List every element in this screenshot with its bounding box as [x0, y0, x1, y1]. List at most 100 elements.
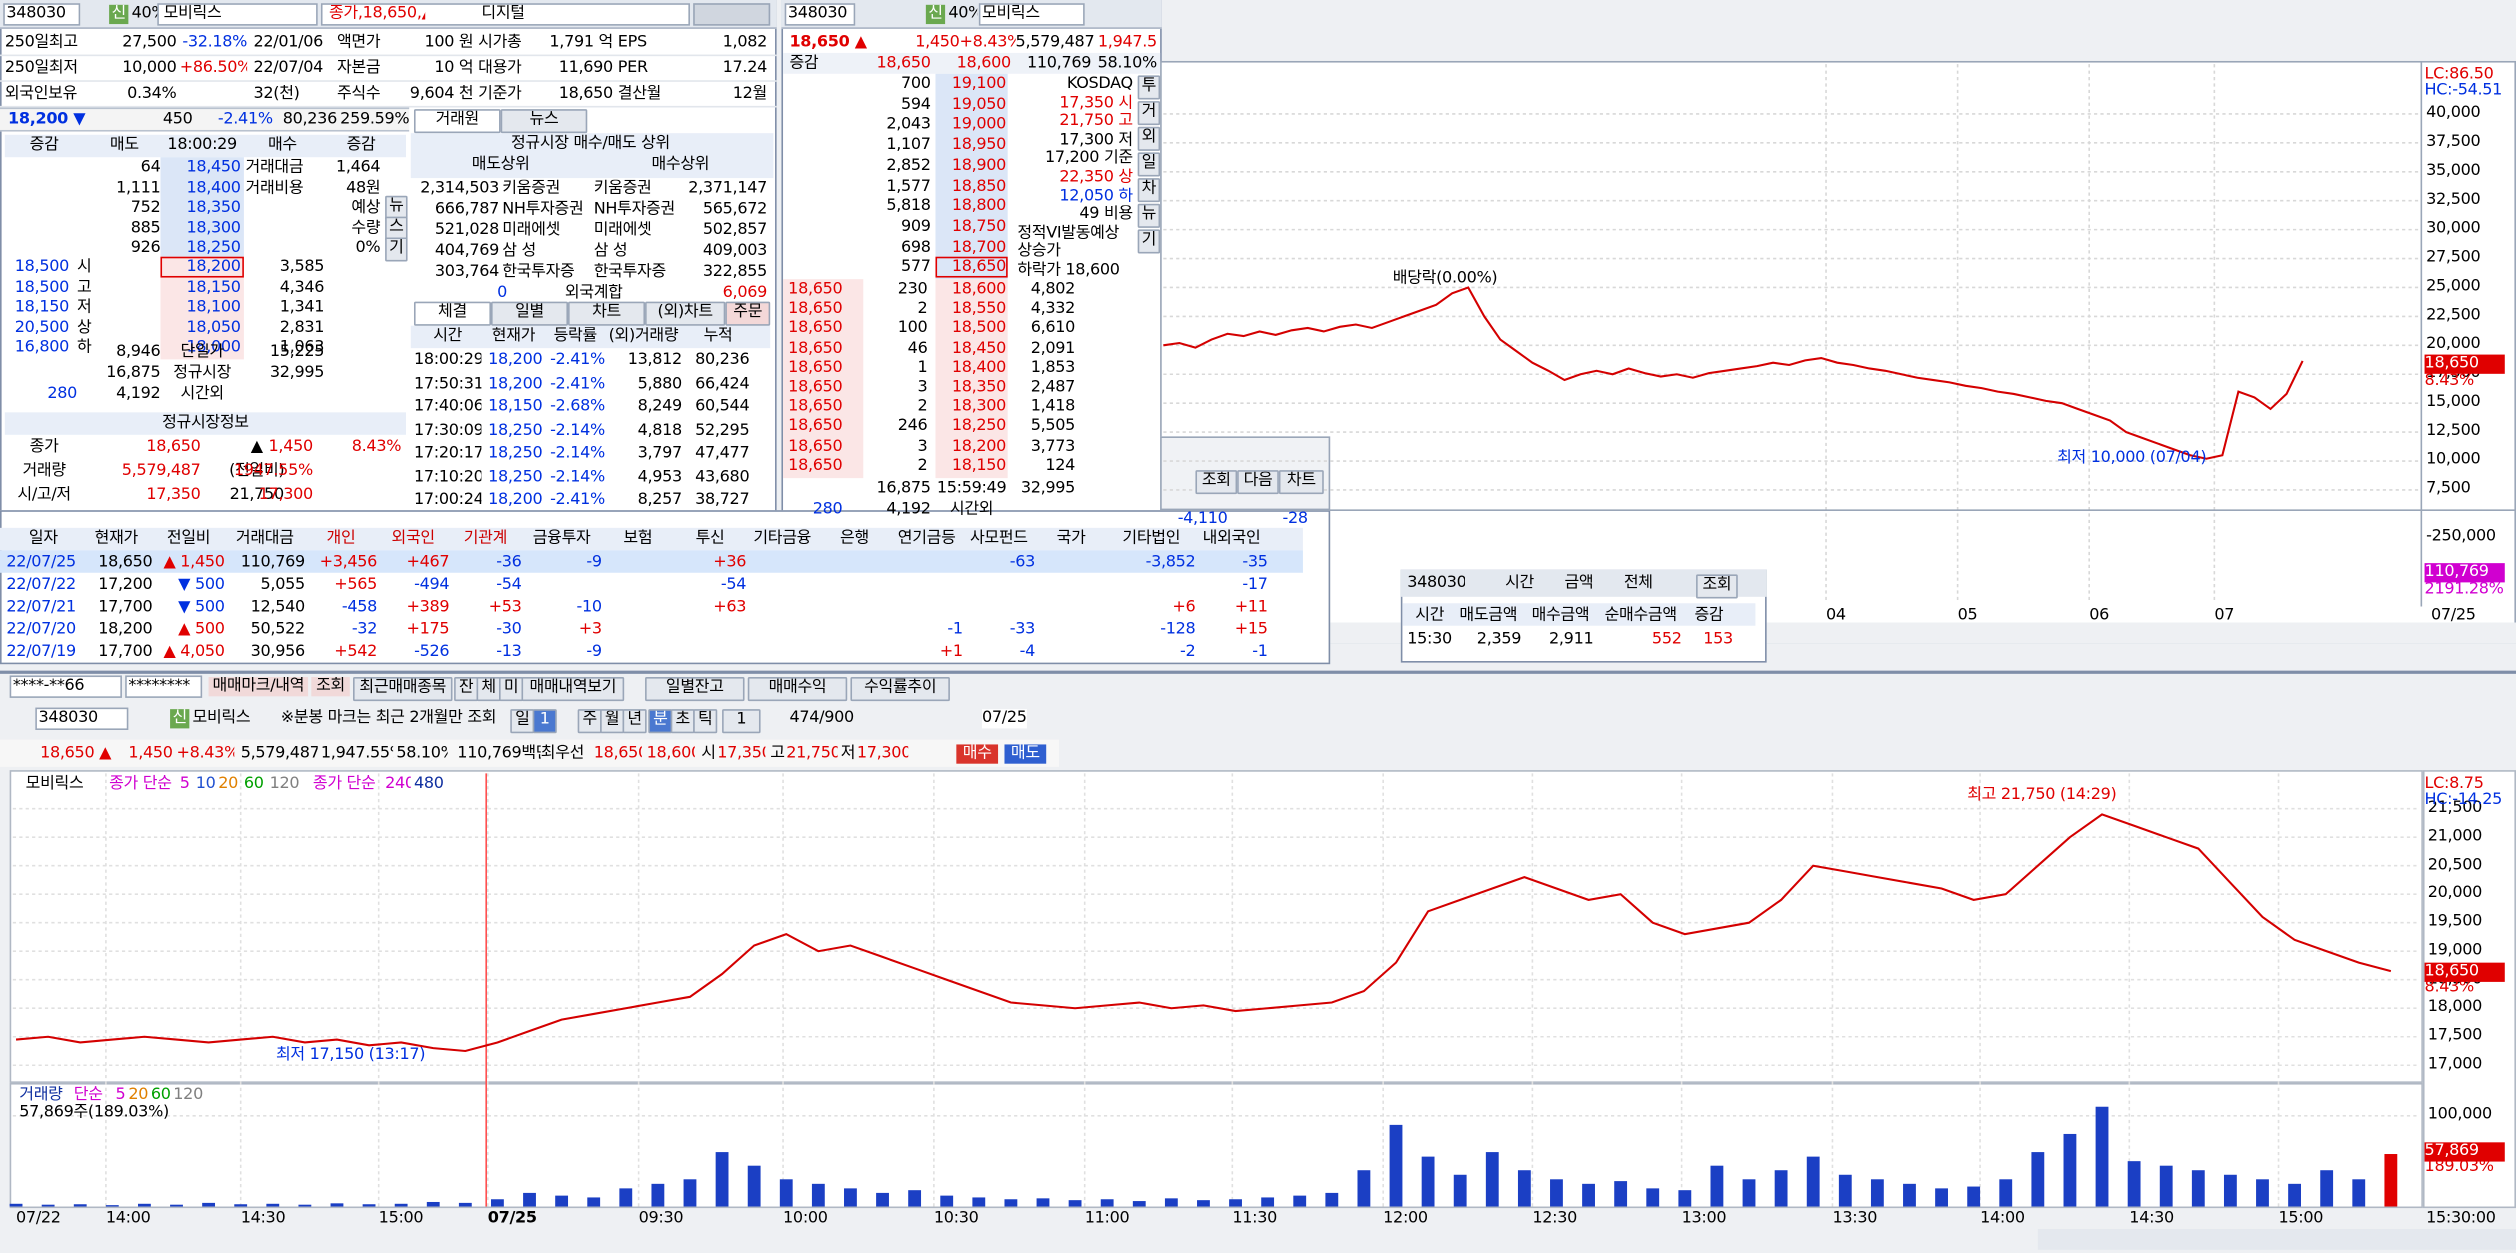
select[interactable]: 금액: [1564, 574, 1594, 593]
investor-header: 기타법인: [1122, 529, 1181, 548]
period[interactable]: 년: [622, 709, 647, 734]
side-tab[interactable]: 외: [1137, 126, 1161, 151]
side-tab[interactable]: 거: [1137, 101, 1161, 126]
button[interactable]: 일별잔고: [645, 677, 745, 702]
code-input: [3, 3, 81, 26]
legend-item: 종가 단순: [109, 774, 172, 793]
button[interactable]: 매매수익: [747, 677, 848, 702]
broker: 404,769: [434, 242, 500, 260]
row: 552: [1651, 630, 1682, 649]
investor-header: 현재가: [94, 529, 139, 548]
side-tab[interactable]: 기: [1137, 229, 1161, 254]
x-tick-label: 06: [2089, 606, 2109, 625]
period[interactable]: 1: [532, 709, 557, 734]
tab[interactable]: 체결: [413, 301, 492, 326]
daily-chart: [1160, 60, 2516, 644]
bid: 2: [917, 456, 928, 475]
info-window: [0, 0, 777, 525]
tab[interactable]: (외)차트: [645, 301, 726, 326]
select[interactable]: 전체: [1623, 574, 1653, 593]
investor-header: 외국인: [391, 529, 436, 548]
button[interactable]: 매매마크/내역: [208, 677, 309, 697]
select[interactable]: 시간: [1505, 574, 1534, 593]
ask-info: 예상: [351, 198, 381, 217]
button[interactable]: 매매내역보기: [521, 677, 625, 702]
period[interactable]: 초: [670, 709, 695, 734]
side-tab[interactable]: 뉴: [385, 195, 408, 220]
price-bar-cell: 450: [162, 110, 193, 129]
bid: 246: [897, 417, 928, 436]
tick-row: -2.14%: [550, 444, 605, 463]
broker-header: 매도상위: [471, 155, 530, 174]
tab[interactable]: 뉴스: [500, 109, 588, 134]
side-tab[interactable]: 투: [1137, 75, 1161, 100]
tick-row: 17:00:24: [413, 490, 482, 509]
investor-row: +15: [1234, 620, 1268, 639]
ask: 18,850: [951, 177, 1007, 195]
bid: 18,650: [788, 359, 843, 377]
sell-button[interactable]: 매도: [1004, 744, 1047, 764]
summary-cell: PER: [617, 59, 648, 78]
period[interactable]: 월: [600, 709, 625, 734]
x-tick-label: 11:30: [1232, 1209, 1277, 1228]
side-tab[interactable]: 차: [1137, 178, 1161, 203]
investor-row: +53: [488, 598, 522, 617]
bid: 3,585: [279, 258, 325, 276]
quote-header: 매수: [267, 136, 297, 155]
tab[interactable]: 주문: [725, 301, 771, 326]
quote: 18,650 ▲: [40, 744, 112, 763]
investor-row: 110,769: [240, 553, 305, 572]
ask: 18,750: [951, 218, 1007, 236]
ask: 909: [900, 218, 931, 236]
legend-item: 종가 단순: [312, 774, 376, 793]
period[interactable]: 분: [648, 709, 673, 734]
total: 280: [812, 500, 843, 519]
ask: 700: [900, 75, 931, 94]
tick-row: -2.41%: [550, 374, 605, 393]
x-tick-label: 13:00: [1681, 1209, 1727, 1228]
buy-button[interactable]: 매수: [956, 744, 999, 764]
button[interactable]: 조회: [311, 677, 350, 697]
legend-item: 480: [413, 774, 444, 793]
current-price-box: [160, 256, 244, 278]
password-input: [125, 675, 203, 698]
volume-pct: 189.03%: [2424, 1158, 2494, 1177]
button[interactable]: 조회: [1696, 574, 1738, 599]
side-tab[interactable]: 일: [1137, 152, 1161, 177]
side-tab[interactable]: 기: [385, 237, 408, 262]
summary-cell: 시가총: [478, 33, 522, 52]
period[interactable]: 주: [577, 709, 602, 734]
button[interactable]: 미: [499, 677, 524, 702]
button[interactable]: 최근매매종목: [353, 677, 453, 702]
period[interactable]: 틱: [693, 709, 718, 734]
bid: 18,200: [186, 258, 241, 276]
button[interactable]: 차트: [1278, 470, 1324, 495]
bid: 18,000: [186, 338, 241, 357]
tab[interactable]: 거래원: [413, 109, 501, 134]
button[interactable]: 조회: [1195, 470, 1238, 495]
button[interactable]: 잔: [454, 677, 479, 702]
investor-row: -494: [414, 575, 450, 594]
button[interactable]: 다음: [1237, 470, 1279, 495]
side-tab[interactable]: 스: [385, 216, 408, 241]
period[interactable]: 일: [510, 709, 535, 734]
investor-row: -30: [496, 620, 522, 639]
header: 매도금액: [1459, 606, 1518, 625]
tick-row: 8,249: [637, 397, 682, 416]
section-title: 정규시장정보: [162, 413, 249, 432]
period[interactable]: 1: [722, 709, 761, 734]
price-row: 1,947.5: [1097, 33, 1157, 52]
header: 매수금액: [1531, 606, 1590, 625]
x-tick-label: 12:30: [1532, 1209, 1578, 1228]
side-tab[interactable]: 뉴: [1137, 203, 1161, 228]
volume-label: 57,869주(189.03%): [19, 1103, 169, 1122]
tick-row: 18,150: [488, 397, 543, 416]
tab[interactable]: 일별: [491, 301, 569, 326]
button[interactable]: 수익률추이: [850, 677, 950, 702]
tick-row: 80,236: [695, 351, 750, 370]
credit-badge: 신: [925, 4, 946, 25]
button[interactable]: 체: [476, 677, 501, 702]
x-tick-label: 14:00: [1980, 1209, 2025, 1228]
y-tick-label: 7,500: [2426, 480, 2471, 498]
tab[interactable]: 차트: [568, 301, 646, 326]
